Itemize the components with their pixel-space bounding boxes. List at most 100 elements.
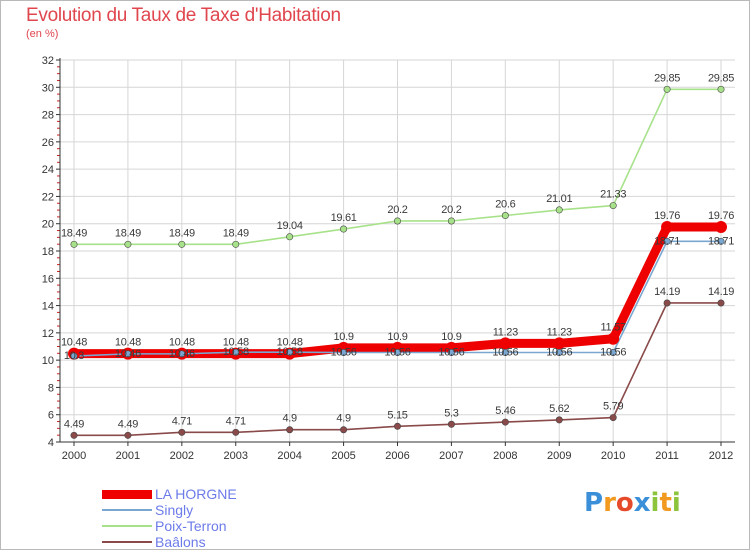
chart-legend: LA HORGNE Singly Poix-Terron Baâlons <box>102 486 237 550</box>
data-point <box>232 428 240 436</box>
data-label: 20.2 <box>387 204 407 216</box>
data-label: 10.56 <box>546 347 572 359</box>
data-label: 5.79 <box>603 401 623 413</box>
data-label: 5.46 <box>495 405 515 417</box>
data-label: 4.49 <box>118 418 138 430</box>
chart-title: Evolution du Taux de Taxe d'Habitation <box>26 5 341 26</box>
data-point <box>178 350 186 358</box>
data-label: 10.56 <box>600 347 626 359</box>
y-tick-label: 26 <box>42 137 54 149</box>
data-label: 10.46 <box>115 348 141 360</box>
x-tick-label: 2004 <box>277 450 301 462</box>
data-label: 20.6 <box>495 199 515 211</box>
y-tick-label: 6 <box>48 410 54 422</box>
y-tick-label: 30 <box>42 82 54 94</box>
data-label: 29.85 <box>654 72 680 84</box>
legend-item: Poix-Terron <box>102 518 237 534</box>
legend-swatch <box>102 489 152 499</box>
x-tick-label: 2005 <box>331 450 355 462</box>
x-tick-label: 2012 <box>709 450 733 462</box>
data-point <box>717 237 725 245</box>
data-point <box>70 431 78 439</box>
data-label: 10.48 <box>223 337 249 349</box>
data-label: 10.48 <box>61 337 87 349</box>
y-tick-label: 28 <box>42 110 54 122</box>
data-point <box>393 422 401 430</box>
chart-subtitle: (en %) <box>26 28 59 40</box>
data-point <box>499 337 512 350</box>
legend-item: LA HORGNE <box>102 486 237 502</box>
data-point <box>609 202 617 210</box>
legend-swatch <box>102 509 152 511</box>
data-label: 18.49 <box>115 227 141 239</box>
data-point <box>717 299 725 307</box>
y-tick-label: 14 <box>42 301 54 313</box>
data-point <box>447 217 455 225</box>
data-label: 20.2 <box>441 204 461 216</box>
y-tick-label: 22 <box>42 191 54 203</box>
data-label: 19.76 <box>708 210 734 222</box>
data-point <box>715 220 727 233</box>
legend-swatch <box>102 525 152 527</box>
data-point <box>286 348 294 356</box>
data-label: 19.76 <box>654 210 680 222</box>
x-tick-label: 2011 <box>655 450 679 462</box>
data-point <box>553 337 566 350</box>
logo-letter: o <box>615 488 634 518</box>
data-point <box>663 237 671 245</box>
data-point <box>447 420 455 428</box>
data-label: 14.19 <box>654 286 680 298</box>
data-point <box>501 349 509 357</box>
data-label: 10.58 <box>277 346 303 358</box>
data-point <box>124 431 132 439</box>
logo-letter: P <box>584 488 604 518</box>
data-label: 19.04 <box>277 220 303 232</box>
x-tick-label: 2009 <box>547 450 571 462</box>
y-tick-label: 10 <box>42 355 54 367</box>
logo-letter: t <box>659 488 672 518</box>
data-point <box>663 299 671 307</box>
logo-letter: i <box>650 488 660 518</box>
data-label: 5.62 <box>549 403 569 415</box>
data-point <box>555 349 563 357</box>
y-tick-label: 32 <box>42 55 54 67</box>
x-tick-label: 2006 <box>385 450 409 462</box>
data-label: 4.9 <box>282 413 297 425</box>
data-label: 10.46 <box>169 348 195 360</box>
data-point <box>501 418 509 426</box>
y-tick-label: 20 <box>42 219 54 231</box>
data-point <box>393 349 401 357</box>
data-point <box>555 416 563 424</box>
legend-label: Singly <box>155 502 194 518</box>
data-label: 19.61 <box>331 212 357 224</box>
data-point <box>609 414 617 422</box>
data-point <box>393 217 401 225</box>
data-label: 5.15 <box>387 409 407 421</box>
legend-label: Poix-Terron <box>155 518 227 534</box>
legend-item: Singly <box>102 502 237 518</box>
data-label: 10.48 <box>277 337 303 349</box>
x-tick-label: 2003 <box>224 450 248 462</box>
data-point <box>178 428 186 436</box>
data-label: 18.71 <box>654 235 680 247</box>
data-label: 11.57 <box>601 322 626 334</box>
data-label: 10.9 <box>387 331 407 343</box>
data-label: 4.9 <box>336 413 351 425</box>
legend-swatch <box>102 541 152 543</box>
data-label: 11.23 <box>547 326 572 338</box>
y-tick-label: 12 <box>42 328 54 340</box>
data-point <box>501 212 509 220</box>
data-label: 4.71 <box>172 415 192 427</box>
data-point <box>178 240 186 248</box>
x-tick-label: 2008 <box>493 450 517 462</box>
data-point <box>717 85 725 93</box>
data-label: 18.71 <box>708 235 734 247</box>
data-point <box>340 426 348 434</box>
data-label: 5.3 <box>444 407 459 419</box>
y-tick-label: 18 <box>42 246 54 258</box>
data-label: 10.56 <box>384 347 410 359</box>
data-label: 10.56 <box>438 347 464 359</box>
y-tick-label: 24 <box>42 164 54 176</box>
